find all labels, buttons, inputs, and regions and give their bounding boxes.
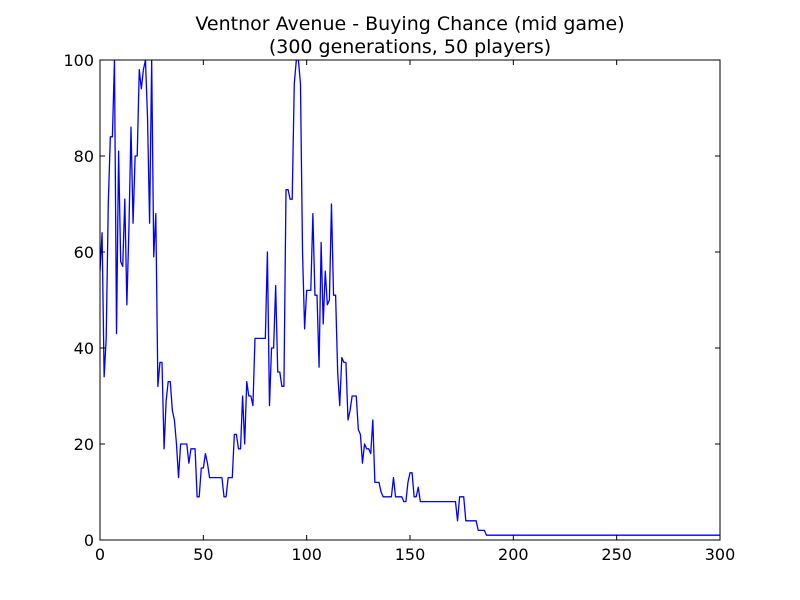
y-tick-label: 20 [74, 435, 94, 454]
plot-frame [99, 59, 721, 541]
y-tick-label: 80 [74, 147, 94, 166]
x-tick-label: 0 [95, 545, 105, 564]
y-tick-label: 100 [63, 51, 94, 70]
series-line-0 [100, 60, 720, 536]
y-tick-label: 40 [74, 339, 94, 358]
chart-title: Ventnor Avenue - Buying Chance (mid game… [195, 13, 624, 35]
x-tick-label: 300 [705, 545, 736, 564]
chart-subtitle: (300 generations, 50 players) [269, 36, 551, 58]
x-tick-label: 50 [193, 545, 213, 564]
x-tick-label: 150 [395, 545, 426, 564]
x-tick-label: 250 [601, 545, 632, 564]
x-tick-label: 100 [291, 545, 322, 564]
plot-area: 0 50 100 150 200 250 300 0 20 40 60 80 100 [63, 51, 735, 564]
x-tick-label: 200 [498, 545, 529, 564]
y-tick-label: 60 [74, 243, 94, 262]
y-tick-label: 0 [84, 531, 94, 550]
